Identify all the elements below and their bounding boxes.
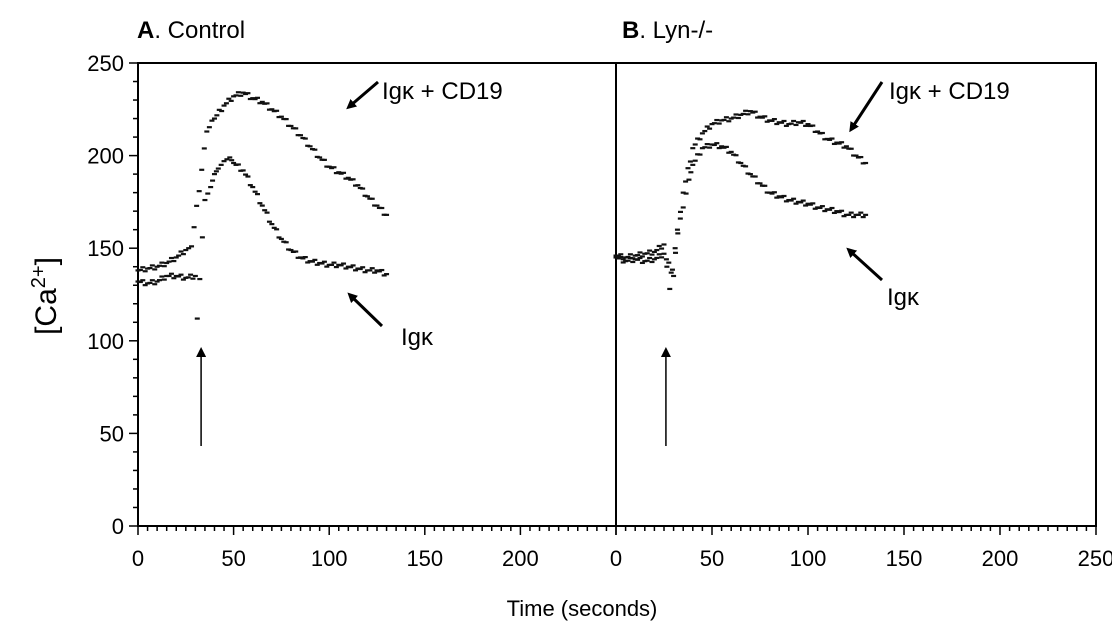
- panel-b-label-igk-cd19: Igκ + CD19: [889, 78, 1010, 105]
- panel-a-y-tick-label: 50: [100, 421, 124, 446]
- panel-b-x-tick-label: 150: [886, 546, 923, 571]
- panel-b-x-tick-label: 0: [610, 546, 622, 571]
- panel-b-x-tick-label: 200: [982, 546, 1019, 571]
- panel-a-y-tick-label: 0: [112, 514, 124, 539]
- panel-a-series-igk-cd19: [135, 91, 390, 273]
- panel-b-series-igk: [613, 142, 869, 278]
- panel-a-y-tick-label: 100: [87, 329, 124, 354]
- panel-b-label-igk: Igκ: [887, 284, 920, 311]
- panel-a-x-tick-label: 100: [311, 546, 348, 571]
- x-axis-label: Time (seconds): [507, 596, 658, 621]
- panel-a-y-tick-label: 150: [87, 236, 124, 261]
- panel-b-annotations: Igκ + CD19 Igκ: [660, 78, 1010, 446]
- panel-a-arrow-igk: [347, 292, 384, 328]
- panel-b-plot-frame: [615, 62, 1097, 527]
- panel-b-title: B. Lyn-/-: [622, 17, 713, 44]
- panel-a-series-igk: [135, 156, 390, 320]
- panel-a-plot-frame: [137, 62, 617, 527]
- panel-b-x-axis: 0 50 100 150 200 250: [610, 526, 1112, 571]
- panel-a-label-igk-cd19: Igκ + CD19: [382, 78, 503, 105]
- panel-b-series-igk-cd19: [613, 109, 869, 291]
- panel-a-x-axis: 0 50 100 150 200: [132, 526, 617, 571]
- panel-a-x-tick-label: 50: [221, 546, 245, 571]
- panel-b-arrow-igk: [846, 247, 884, 282]
- panel-a-x-tick-label: 200: [502, 546, 539, 571]
- y-axis-label: [Ca2+]: [28, 257, 63, 335]
- panel-a-y-axis: 0 50 100 150 200 250: [87, 51, 138, 539]
- panel-b-x-tick-label: 50: [700, 546, 724, 571]
- panel-b-x-tick-label: 250: [1078, 546, 1112, 571]
- panel-a-x-tick-label: 150: [406, 546, 443, 571]
- panel-a-x-tick-label: 0: [132, 546, 144, 571]
- panel-a-annotations: Igκ + CD19 Igκ: [196, 78, 503, 446]
- panel-a-y-tick-label: 250: [87, 51, 124, 76]
- panel-b-arrow-igk-cd19: [849, 81, 884, 133]
- panel-a-title: A. Control: [137, 17, 245, 44]
- panel-b: B. Lyn-/- 0 50 100 150 200 250 Igκ + CD19 Igκ: [610, 17, 1112, 571]
- panel-a-y-tick-label: 200: [87, 144, 124, 169]
- panel-b-x-tick-label: 100: [790, 546, 827, 571]
- panel-a-arrow-igk-cd19: [346, 80, 379, 110]
- panel-a-label-igk: Igκ: [401, 324, 434, 351]
